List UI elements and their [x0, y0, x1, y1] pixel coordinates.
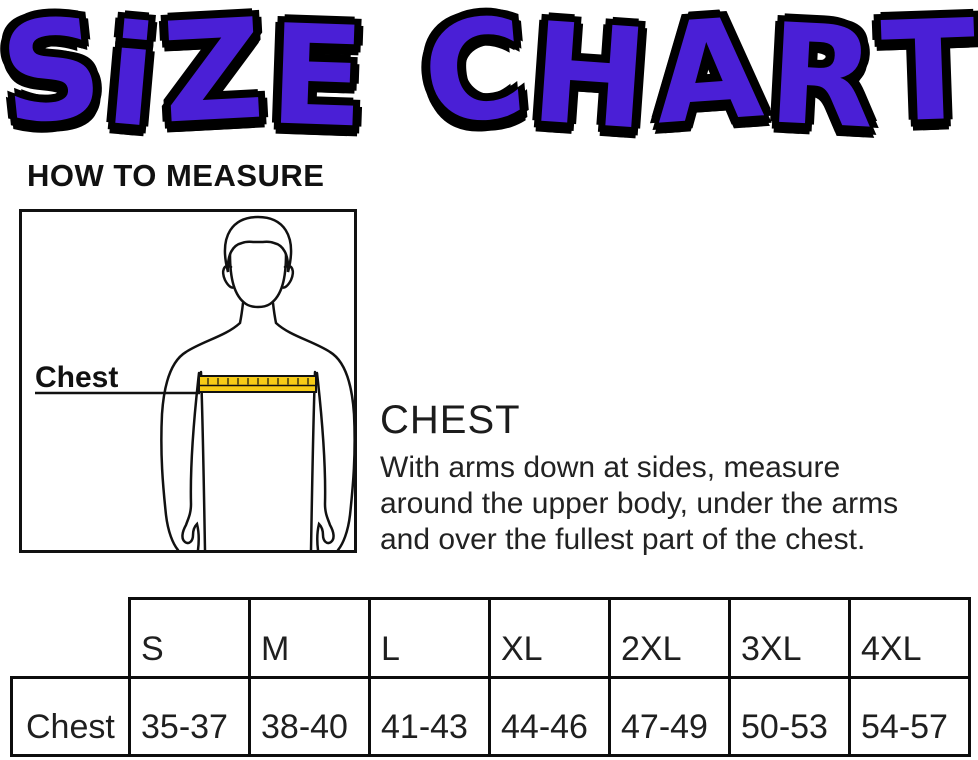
title-letter: H: [526, 0, 654, 161]
chest-value-s: 35-37: [128, 676, 251, 757]
chest-description: With arms down at sides, measure around …: [380, 450, 970, 558]
chest-value-2xl: 47-49: [608, 676, 731, 757]
header-cell-s: S: [128, 597, 251, 679]
header-cell-m: M: [248, 597, 371, 679]
tape-measure: [198, 375, 317, 393]
tape-ticks: [207, 378, 309, 385]
title-letter: R: [764, 0, 879, 160]
row-label-chest: Chest: [10, 676, 131, 757]
header-cell-2xl: 2XL: [608, 597, 731, 679]
chest-value-3xl: 50-53: [728, 676, 851, 757]
title-letter: i: [101, 0, 163, 159]
chest-value-m: 38-40: [248, 676, 371, 757]
chest-value-xl: 44-46: [488, 676, 611, 757]
title-letter: T: [878, 0, 978, 154]
header-cell-4xl: 4XL: [848, 597, 971, 679]
size-table-header-row: S M L XL 2XL 3XL 4XL: [128, 597, 971, 679]
how-to-measure-heading: HOW TO MEASURE: [27, 158, 325, 193]
chest-section-heading: CHEST: [380, 398, 521, 442]
title-letter: S: [0, 0, 110, 157]
torso-illustration: Chest: [35, 215, 354, 550]
size-table-chest-row: Chest 35-37 38-40 41-43 44-46 47-49 50-5…: [10, 676, 971, 757]
header-cell-l: L: [368, 597, 491, 679]
title-letter: E: [266, 0, 367, 159]
chest-description-line: and over the fullest part of the chest.: [380, 523, 866, 556]
chest-value-l: 41-43: [368, 676, 491, 757]
header-cell-xl: XL: [488, 597, 611, 679]
chest-value-4xl: 54-57: [848, 676, 971, 757]
title-letter: C: [416, 0, 532, 157]
title-letter: A: [649, 0, 767, 156]
chest-label: Chest: [35, 361, 118, 394]
chest-description-line: around the upper body, under the arms: [380, 487, 899, 520]
title-letter: Z: [158, 0, 267, 155]
header-cell-3xl: 3XL: [728, 597, 851, 679]
measure-diagram: Chest: [19, 209, 357, 553]
chest-description-line: With arms down at sides, measure: [380, 451, 841, 484]
